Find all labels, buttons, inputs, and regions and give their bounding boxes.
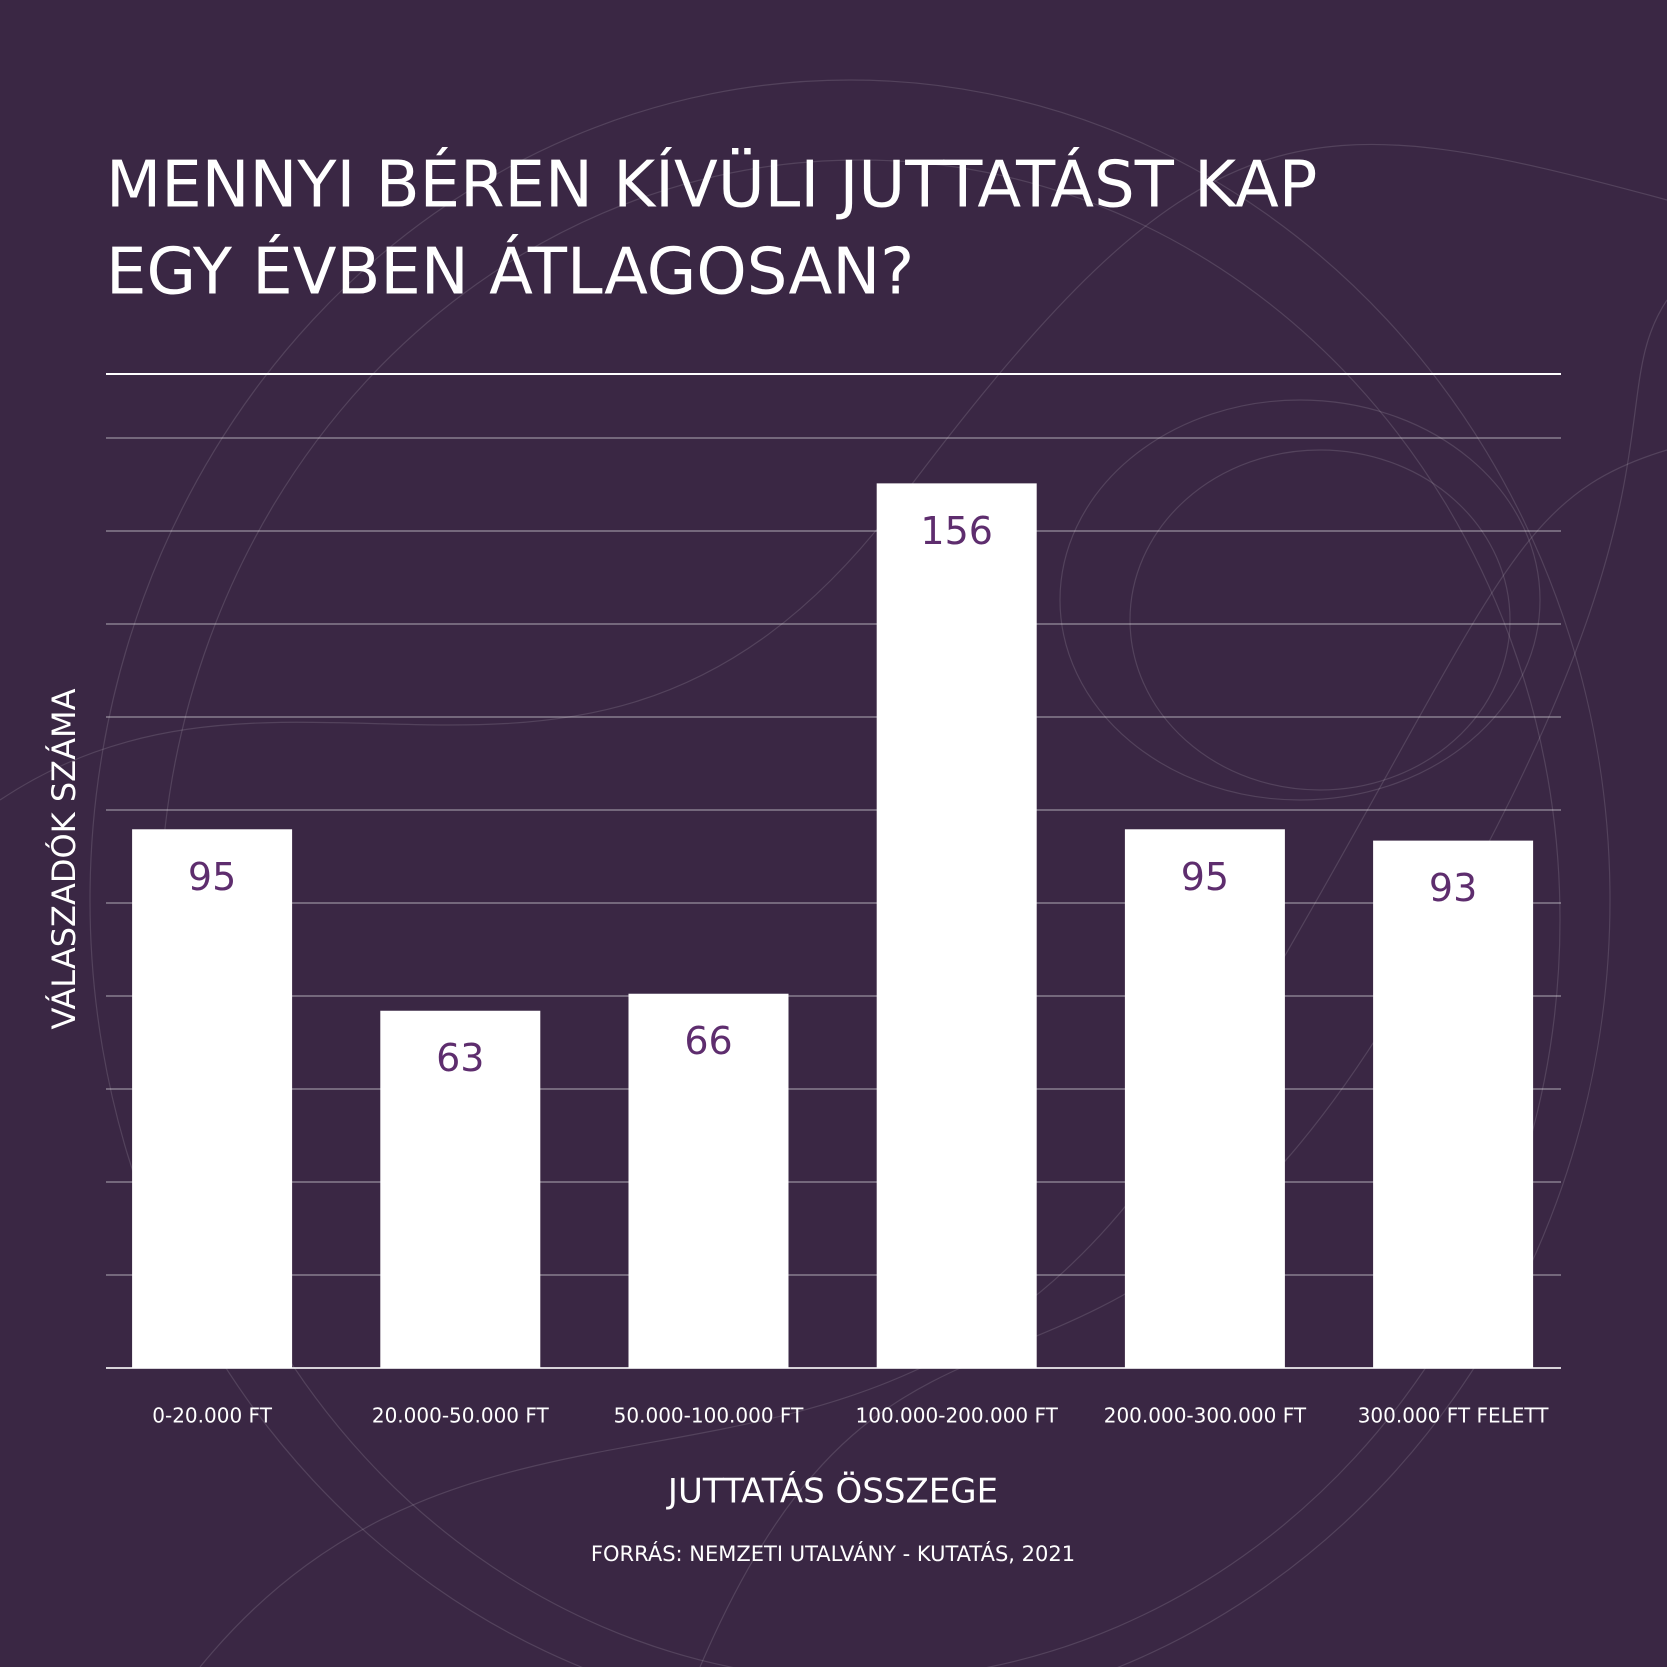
- value-label: 95: [188, 855, 236, 899]
- value-label: 156: [920, 509, 993, 553]
- x-tick-label: 300.000 FT FELETT: [1358, 1404, 1550, 1428]
- bar: [132, 829, 293, 1368]
- bar: [876, 483, 1037, 1368]
- value-label: 93: [1429, 866, 1477, 910]
- bar: [380, 1010, 541, 1368]
- x-tick-label: 20.000-50.000 FT: [372, 1404, 550, 1428]
- x-tick-label: 200.000-300.000 FT: [1104, 1404, 1307, 1428]
- chart-title: MENNYI BÉREN KÍVÜLI JUTTATÁST KAP: [106, 147, 1317, 223]
- y-axis-title: VÁLASZADÓK SZÁMA: [44, 688, 83, 1029]
- x-tick-label: 0-20.000 FT: [152, 1404, 272, 1428]
- value-label: 63: [436, 1036, 484, 1080]
- x-axis-title: JUTTATÁS ÖSSZEGE: [666, 1471, 998, 1512]
- value-label: 66: [684, 1019, 732, 1063]
- value-label: 95: [1181, 855, 1229, 899]
- x-tick-label: 100.000-200.000 FT: [856, 1404, 1059, 1428]
- bar: [1373, 840, 1534, 1368]
- bar: [1124, 829, 1285, 1368]
- bar: [628, 993, 789, 1368]
- chart-title: EGY ÉVBEN ÁTLAGOSAN?: [106, 234, 914, 310]
- source: FORRÁS: NEMZETI UTALVÁNY - KUTATÁS, 2021: [591, 1541, 1075, 1566]
- x-tick-label: 50.000-100.000 FT: [614, 1404, 804, 1428]
